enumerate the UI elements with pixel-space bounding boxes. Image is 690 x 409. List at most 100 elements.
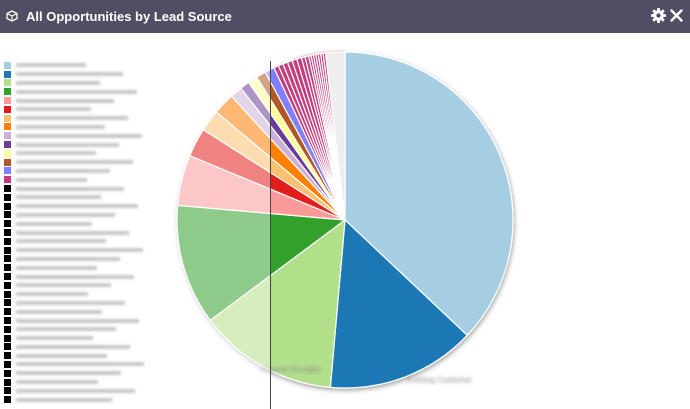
legend-item[interactable] — [2, 325, 270, 334]
legend-label — [16, 300, 125, 305]
legend-swatch — [4, 387, 11, 395]
legend-item[interactable] — [2, 246, 270, 255]
legend-item[interactable] — [2, 61, 270, 70]
pie-slice[interactable] — [324, 51, 346, 221]
legend-item[interactable] — [2, 237, 270, 246]
legend-item[interactable] — [2, 149, 270, 158]
legend-label — [16, 388, 135, 393]
legend-swatch — [4, 114, 11, 122]
legend-item[interactable] — [2, 351, 270, 360]
legend-item[interactable] — [2, 343, 270, 352]
legend-item[interactable] — [2, 175, 270, 184]
legend-swatch — [4, 193, 11, 201]
legend-label — [16, 133, 142, 138]
legend-item[interactable] — [2, 263, 270, 272]
legend-swatch — [4, 264, 11, 272]
legend-item[interactable] — [2, 316, 270, 325]
legend-item[interactable] — [2, 140, 270, 149]
legend-swatch — [4, 229, 11, 237]
legend-swatch — [4, 273, 11, 281]
legend-label — [16, 265, 97, 270]
legend-item[interactable] — [2, 123, 270, 132]
legend-item[interactable] — [2, 184, 270, 193]
legend-item[interactable] — [2, 299, 270, 308]
legend-swatch — [4, 149, 11, 157]
legend-swatch — [4, 97, 11, 105]
legend-label — [16, 63, 86, 68]
legend-label — [16, 292, 88, 297]
pie-chart: Existing Customer Internet (Google) — [176, 51, 514, 389]
pie-slice[interactable] — [344, 51, 514, 337]
chart-legend — [2, 61, 271, 409]
legend-swatch — [4, 317, 11, 324]
legend-swatch — [4, 61, 11, 69]
legend-item[interactable] — [2, 79, 270, 88]
legend-item[interactable] — [2, 290, 270, 299]
legend-swatch — [4, 369, 11, 377]
close-icon[interactable] — [670, 9, 683, 22]
legend-item[interactable] — [2, 395, 270, 404]
legend-item[interactable] — [2, 158, 270, 167]
legend-label — [16, 142, 119, 147]
legend-label — [16, 116, 128, 121]
legend-item[interactable] — [2, 255, 270, 264]
legend-label — [16, 195, 101, 200]
legend-item[interactable] — [2, 131, 270, 140]
legend-swatch — [4, 202, 11, 210]
slice-label: Existing Customer — [407, 376, 472, 385]
legend-item[interactable] — [2, 87, 270, 96]
legend-item[interactable] — [2, 369, 270, 378]
legend-swatch — [4, 308, 11, 316]
legend-label — [16, 89, 137, 94]
gear-icon[interactable] — [651, 8, 666, 23]
legend-swatch — [4, 352, 11, 360]
legend-label — [16, 353, 107, 358]
legend-swatch — [4, 158, 11, 166]
legend-item[interactable] — [2, 307, 270, 316]
legend-item[interactable] — [2, 202, 270, 211]
legend-swatch — [4, 343, 11, 351]
legend-item[interactable] — [2, 167, 270, 176]
legend-swatch — [4, 281, 11, 289]
legend-item[interactable] — [2, 70, 270, 79]
legend-item[interactable] — [2, 96, 270, 105]
dashlet-title: All Opportunities by Lead Source — [26, 9, 232, 24]
legend-item[interactable] — [2, 193, 270, 202]
legend-label — [16, 256, 120, 261]
legend-label — [16, 177, 87, 182]
legend-swatch — [4, 255, 11, 263]
legend-swatch — [4, 167, 11, 175]
dashlet-header: All Opportunities by Lead Source — [0, 0, 690, 33]
legend-label — [16, 380, 98, 385]
legend-swatch — [4, 176, 11, 184]
legend-swatch — [4, 396, 11, 404]
legend-label — [16, 212, 115, 217]
legend-swatch — [4, 378, 11, 386]
legend-item[interactable] — [2, 105, 270, 114]
legend-label — [16, 327, 116, 332]
legend-label — [16, 344, 130, 349]
legend-item[interactable] — [2, 272, 270, 281]
legend-item[interactable] — [2, 378, 270, 387]
legend-item[interactable] — [2, 281, 270, 290]
pie-slice[interactable] — [209, 218, 346, 389]
legend-item[interactable] — [2, 386, 270, 395]
legend-item[interactable] — [2, 219, 270, 228]
legend-item[interactable] — [2, 334, 270, 343]
legend-swatch — [4, 246, 11, 254]
legend-label — [16, 186, 124, 191]
legend-swatch — [4, 211, 11, 219]
legend-swatch — [4, 290, 11, 298]
legend-item[interactable] — [2, 114, 270, 123]
legend-label — [16, 283, 111, 288]
legend-label — [16, 98, 114, 103]
legend-item[interactable] — [2, 228, 270, 237]
legend-item[interactable] — [2, 360, 270, 369]
pie-slice[interactable] — [176, 204, 347, 322]
legend-swatch — [4, 105, 11, 113]
pie-slice[interactable] — [329, 218, 469, 389]
legend-item[interactable] — [2, 211, 270, 220]
chart-area: Existing Customer Internet (Google) — [0, 33, 690, 409]
legend-swatch — [4, 123, 11, 131]
legend-swatch — [4, 325, 11, 333]
